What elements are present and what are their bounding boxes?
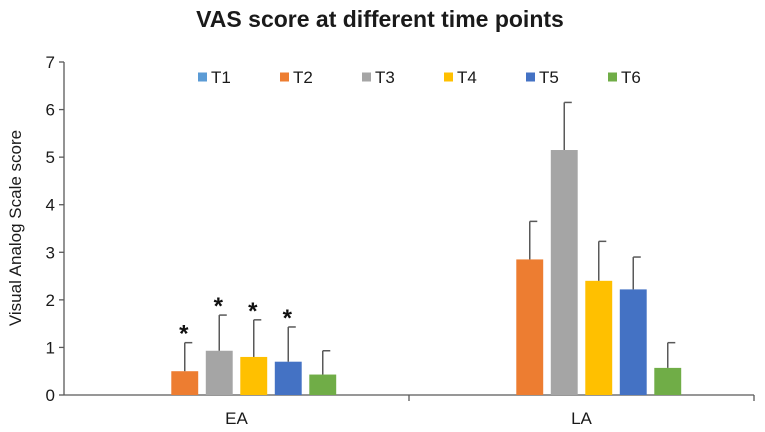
bar-t4-ea bbox=[240, 356, 268, 395]
plot-area: 0 1 2 3 4 5 6 7 EA LA * * * * bbox=[46, 53, 755, 428]
y-tick-label: 2 bbox=[46, 291, 55, 310]
bar-t6-la bbox=[654, 367, 682, 395]
chart-title: VAS score at different time points bbox=[196, 6, 564, 32]
legend-label-t6: T6 bbox=[621, 68, 641, 87]
legend-label-t2: T2 bbox=[293, 68, 313, 87]
bar-t4-la bbox=[585, 280, 613, 395]
legend-swatch-t4 bbox=[444, 72, 453, 82]
legend-label-t3: T3 bbox=[375, 68, 395, 87]
legend-label-t4: T4 bbox=[457, 68, 477, 87]
y-tick-label: 6 bbox=[46, 101, 55, 120]
x-tick-label: LA bbox=[571, 409, 592, 428]
y-axis-label: Visual Analog Scale score bbox=[6, 130, 25, 326]
legend-swatch-t3 bbox=[362, 72, 371, 82]
bar-t3-ea bbox=[205, 350, 233, 395]
legend-label-t5: T5 bbox=[539, 68, 559, 87]
significance-marker: * bbox=[248, 298, 258, 325]
y-tick-label: 4 bbox=[46, 196, 55, 215]
y-tick-label: 5 bbox=[46, 148, 55, 167]
significance-marker: * bbox=[179, 321, 189, 348]
y-tick-label: 3 bbox=[46, 243, 55, 262]
bar-t2-ea bbox=[171, 371, 199, 395]
bar-t5-la bbox=[619, 289, 647, 395]
legend: T1 T2 T3 T4 T5 T6 bbox=[198, 68, 641, 87]
significance-marker: * bbox=[214, 293, 224, 320]
significance-marker: * bbox=[283, 305, 293, 332]
legend-label-t1: T1 bbox=[211, 68, 231, 87]
legend-swatch-t6 bbox=[608, 72, 617, 82]
y-tick-label: 0 bbox=[46, 386, 55, 405]
bar-t2-la bbox=[516, 259, 544, 395]
y-tick-label: 7 bbox=[46, 53, 55, 72]
bar-t5-ea bbox=[274, 361, 302, 395]
legend-swatch-t5 bbox=[526, 72, 535, 82]
y-tick-label: 1 bbox=[46, 338, 55, 357]
x-tick-label: EA bbox=[225, 409, 248, 428]
legend-swatch-t1 bbox=[198, 72, 207, 82]
bar-t6-ea bbox=[309, 374, 337, 395]
legend-swatch-t2 bbox=[280, 72, 289, 82]
bar-t3-la bbox=[550, 150, 578, 395]
